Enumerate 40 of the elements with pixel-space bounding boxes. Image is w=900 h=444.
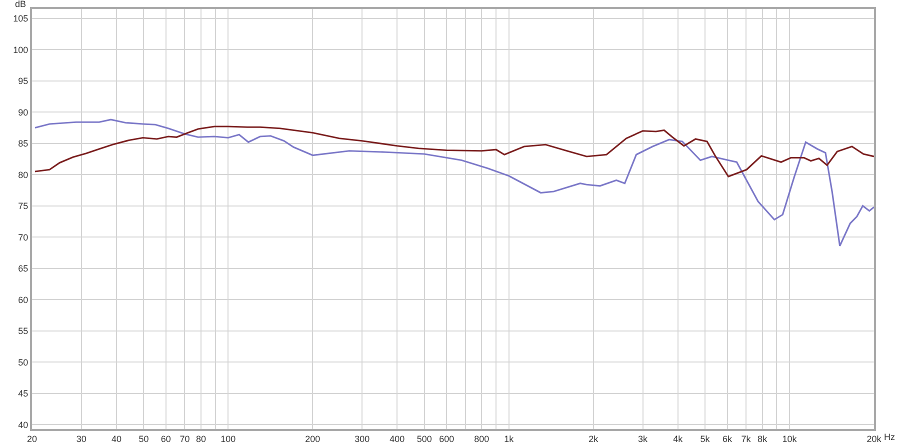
y-tick-label: 70 <box>18 232 28 242</box>
x-tick-label: 7k <box>741 434 752 444</box>
y-tick-label: 40 <box>18 420 28 430</box>
x-tick-label: 600 <box>439 434 454 444</box>
y-axis-title: dB <box>15 0 26 9</box>
x-tick-label: 2k <box>588 434 599 444</box>
y-tick-label: 95 <box>18 76 28 86</box>
x-tick-label: 5k <box>700 434 710 444</box>
x-tick-label: 300 <box>354 434 370 444</box>
x-tick-label: 40 <box>111 434 122 444</box>
x-tick-label: 10k <box>782 434 798 444</box>
y-tick-label: 65 <box>18 264 28 274</box>
x-tick-label: 3k <box>638 434 648 444</box>
y-tick-label: 60 <box>18 294 28 305</box>
x-axis-title: Hz <box>884 432 896 442</box>
x-tick-label: 100 <box>220 434 236 444</box>
x-tick-label: 30 <box>76 434 86 444</box>
y-tick-label: 55 <box>18 326 28 336</box>
x-tick-label: 70 <box>180 434 190 444</box>
x-tick-label: 20 <box>26 434 38 444</box>
y-tick-label: 75 <box>18 201 28 212</box>
x-tick-label: 200 <box>305 434 320 444</box>
x-tick-label: 4k <box>673 434 684 444</box>
y-tick-label: 100 <box>13 44 28 55</box>
x-tick-label: 20k <box>866 434 882 444</box>
x-tick-label: 500 <box>416 434 432 444</box>
x-tick-label: 80 <box>196 434 206 444</box>
x-tick-label: 60 <box>160 434 171 444</box>
y-tick-label: 90 <box>18 107 28 118</box>
y-tick-label: 80 <box>18 170 28 180</box>
x-tick-label: 800 <box>474 434 490 444</box>
y-tick-label: 45 <box>18 388 28 399</box>
x-tick-label: 400 <box>390 434 405 444</box>
x-tick-label: 1k <box>504 434 514 444</box>
x-tick-label: 50 <box>138 434 149 444</box>
x-tick-label: 6k <box>722 434 732 444</box>
y-tick-label: 50 <box>18 357 28 368</box>
y-tick-label: 85 <box>18 138 28 149</box>
y-tick-label: 105 <box>13 14 28 24</box>
x-tick-label: 8k <box>758 434 768 444</box>
